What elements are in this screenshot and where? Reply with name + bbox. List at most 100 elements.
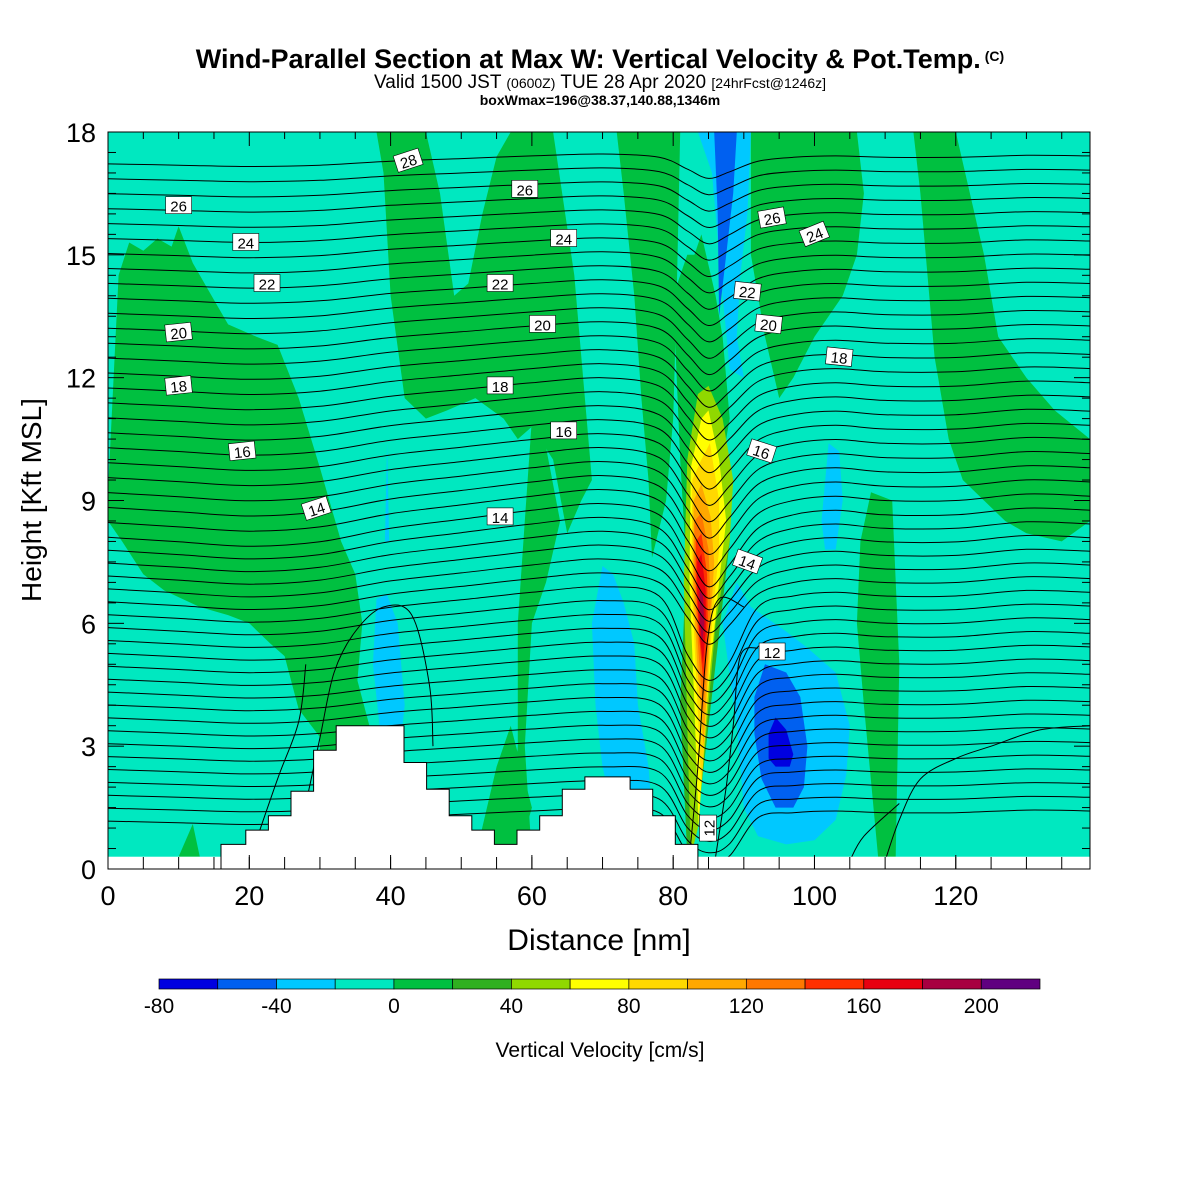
y-axis-label: Height [Kft MSL] — [16, 398, 47, 602]
y-tick-label: 15 — [66, 241, 96, 271]
contour-label-text: 16 — [233, 444, 251, 463]
theta-contour — [108, 419, 1090, 490]
colorbar-swatch — [569, 978, 630, 990]
theta-contour-low — [715, 647, 759, 857]
theta-contour — [108, 710, 1090, 785]
theta-contour — [108, 724, 1090, 796]
contour-label-text: 28 — [398, 151, 419, 172]
contour-label: 12 — [758, 642, 786, 662]
x-tick-label: 120 — [933, 881, 978, 911]
theta-contour-low — [291, 604, 434, 861]
colorbar-tick-label: 160 — [846, 995, 881, 1018]
contour-label: 20 — [529, 315, 556, 334]
colorbar-swatch — [804, 978, 865, 990]
theta-contour — [108, 600, 1090, 693]
colorbar-swatch — [334, 978, 395, 990]
theta-contour-low — [884, 725, 1090, 861]
chart-boxwmax-note: boxWmax=196@38.37,140.88,1346m — [479, 92, 721, 108]
updraft-zone-valley — [475, 725, 532, 857]
contour-label: 14 — [300, 495, 332, 521]
theta-contour — [108, 489, 1090, 572]
contour-label: 14 — [486, 507, 514, 527]
downdraft-peak — [768, 717, 794, 767]
theta-contour — [108, 461, 1090, 539]
colorbar-swatch — [628, 978, 688, 990]
colorbar-swatch — [511, 978, 571, 990]
colorbar-tick-label: 120 — [729, 995, 764, 1018]
x-tick-label: 0 — [100, 881, 115, 911]
updraft-zone-ridge-east — [616, 132, 681, 558]
theta-contour — [108, 503, 1090, 588]
contour-label: 12 — [699, 814, 719, 842]
y-tick-label: 6 — [81, 609, 96, 639]
theta-contour — [108, 544, 1090, 622]
theta-contour — [108, 433, 1090, 506]
theta-contour — [108, 265, 1090, 310]
theta-contour — [108, 696, 1090, 773]
colorbar-swatch — [980, 978, 1041, 990]
updraft-zone-west — [108, 226, 363, 747]
contour-label-text: 22 — [492, 277, 509, 294]
theta-contour — [108, 405, 1090, 474]
theta-contour — [108, 153, 1090, 179]
y-tick-label: 3 — [81, 732, 96, 762]
theta-contour — [108, 251, 1090, 294]
colorbar-swatch — [217, 978, 277, 990]
contour-label: 22 — [486, 274, 514, 294]
theta-contour — [108, 237, 1090, 278]
updraft-zone-central — [510, 418, 561, 857]
colorbar-swatch — [687, 978, 747, 990]
contour-label: 16 — [228, 440, 257, 463]
terrain-profile — [220, 725, 699, 869]
contour-label: 24 — [232, 233, 260, 253]
contour-label: 18 — [486, 376, 514, 396]
contour-label: 28 — [392, 147, 424, 173]
chart-subtitle: Valid 1500 JST (0600Z) TUE 28 Apr 2020 [… — [373, 72, 826, 93]
theta-contour — [108, 195, 1090, 228]
theta-contour — [108, 349, 1090, 408]
theta-contour — [108, 223, 1090, 261]
contour-label-text: 24 — [555, 232, 572, 249]
x-tick-label: 60 — [517, 881, 547, 911]
colorbar-tick-label: -40 — [261, 995, 291, 1018]
contour-label-text: 14 — [492, 510, 509, 527]
colorbar-tick-label: 200 — [964, 995, 999, 1018]
colorbar-tick-label: -80 — [144, 995, 174, 1018]
theta-contour — [108, 558, 1090, 634]
colorbar-swatch — [863, 978, 923, 990]
x-tick-label: 100 — [792, 881, 837, 911]
theta-contour — [108, 391, 1090, 457]
colorbar-swatch — [922, 978, 982, 990]
theta-contour-low — [849, 803, 900, 862]
contour-label-text: 20 — [759, 317, 777, 336]
contour-label-text: 12 — [702, 820, 719, 837]
theta-contour — [108, 209, 1090, 245]
y-tick-label: 12 — [66, 364, 96, 394]
contour-label-text: 14 — [736, 552, 757, 574]
contour-label: 14 — [732, 548, 764, 575]
colorbar-swatch — [393, 978, 454, 990]
contour-label-text: 18 — [170, 378, 188, 397]
contour-label: 22 — [253, 274, 281, 294]
updraft-zone-far-east — [913, 132, 1090, 542]
contour-label: 26 — [165, 196, 192, 216]
colorbar-swatch — [276, 978, 336, 990]
contour-label-text: 18 — [492, 379, 509, 396]
theta-contour — [108, 655, 1090, 739]
colorbar-label: Vertical Velocity [cm/s] — [496, 1039, 705, 1062]
colorbar-swatch — [452, 978, 512, 990]
x-tick-label: 20 — [234, 881, 264, 911]
theta-contour — [108, 530, 1090, 611]
theta-contour — [108, 586, 1090, 681]
theta-contour — [108, 669, 1090, 750]
chart-title: Wind-Parallel Section at Max W: Vertical… — [195, 44, 1005, 74]
contour-label-text: 20 — [170, 325, 188, 344]
contour-label: 26 — [757, 206, 787, 229]
contour-label: 18 — [164, 375, 193, 397]
theta-contour — [108, 363, 1090, 425]
plot-frame — [107, 131, 1091, 870]
x-tick-label: 80 — [658, 881, 688, 911]
contour-label-text: 18 — [830, 349, 848, 368]
contour-label-text: 20 — [534, 317, 551, 334]
